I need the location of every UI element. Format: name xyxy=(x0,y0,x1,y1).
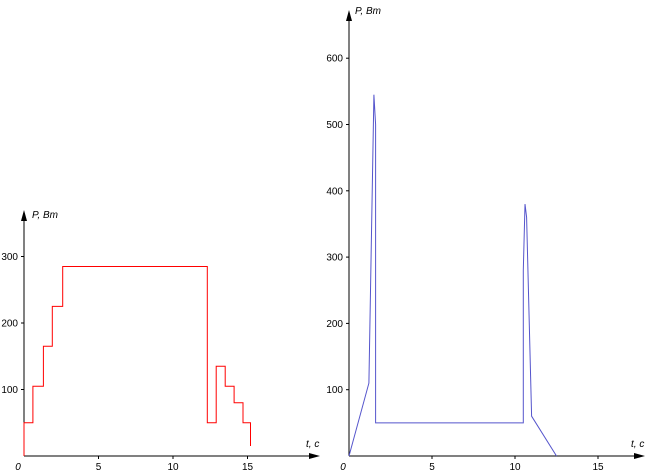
x-tick-label: 10 xyxy=(509,462,521,473)
y-tick-labels: 100 200 300 xyxy=(1,252,18,396)
y-tick-label: 400 xyxy=(326,186,343,197)
series-line xyxy=(23,266,251,456)
x-axis-label: t, c xyxy=(306,439,319,450)
y-tick-label: 300 xyxy=(326,253,343,264)
x-axis-arrow xyxy=(309,453,320,459)
x-tick-label: 15 xyxy=(592,462,604,473)
y-tick-label: 200 xyxy=(326,319,343,330)
x-tick-label: 0 xyxy=(340,462,346,473)
x-tick-labels: 0 5 10 15 xyxy=(340,462,604,473)
x-tick-label: 10 xyxy=(167,462,179,473)
y-tick-label: 300 xyxy=(1,252,18,263)
x-tick-label: 0 xyxy=(15,462,21,473)
y-tick-labels: 100 200 300 400 500 600 xyxy=(326,54,343,397)
chart-power-steps: P, Вт t, c 100 200 300 0 5 10 15 xyxy=(1,210,320,473)
x-axis-arrow xyxy=(634,453,645,459)
x-tick-labels: 0 5 10 15 xyxy=(15,462,253,473)
y-tick-label: 100 xyxy=(1,385,18,396)
y-tick-label: 500 xyxy=(326,120,343,131)
tick-marks xyxy=(346,57,599,459)
x-tick-label: 15 xyxy=(242,462,254,473)
x-tick-label: 5 xyxy=(429,462,435,473)
y-axis-label: P, Вт xyxy=(355,6,381,17)
x-axis-label: t, c xyxy=(631,439,644,450)
y-axis-arrow xyxy=(346,10,352,21)
chart-power-peaks: P, Вт t, c 100 200 300 400 500 600 0 5 1… xyxy=(326,6,645,473)
y-axis-arrow xyxy=(21,210,27,221)
x-tick-label: 5 xyxy=(96,462,102,473)
y-tick-label: 600 xyxy=(326,54,343,65)
y-tick-label: 100 xyxy=(326,385,343,396)
y-tick-label: 200 xyxy=(1,319,18,330)
series-line xyxy=(348,94,557,457)
y-axis-label: P, Вт xyxy=(32,210,58,221)
tick-marks xyxy=(21,256,248,459)
